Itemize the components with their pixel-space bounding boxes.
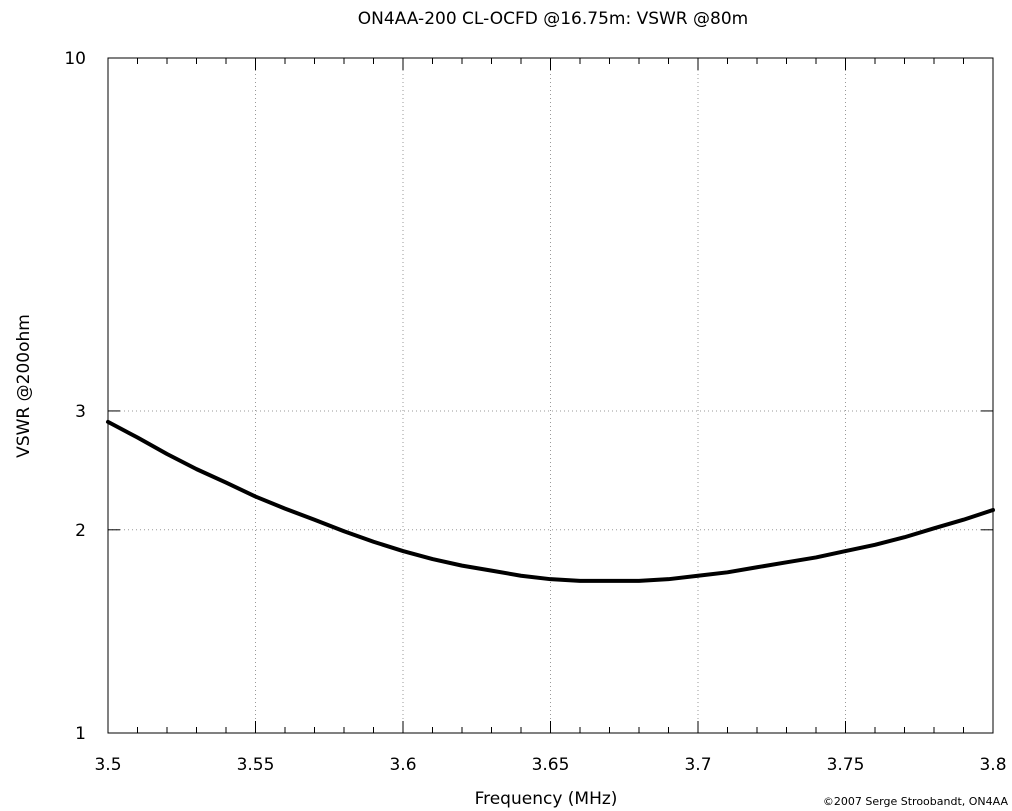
- chart-title: ON4AA-200 CL-OCFD @16.75m: VSWR @80m: [358, 9, 748, 29]
- x-tick-label: 3.65: [532, 755, 570, 775]
- x-tick-label: 3.7: [684, 755, 711, 775]
- y-tick-label: 2: [75, 521, 86, 541]
- y-tick-label: 3: [75, 402, 86, 422]
- y-tick-label: 10: [64, 49, 86, 69]
- y-tick-labels: 1 2 3 10: [64, 49, 86, 744]
- plot-frame: [107, 57, 994, 734]
- y-tick-label: 1: [75, 724, 86, 744]
- grid-lines: [108, 58, 993, 733]
- x-tick-label: 3.55: [237, 755, 275, 775]
- x-tick-label: 3.8: [979, 755, 1006, 775]
- x-tick-label: 3.6: [389, 755, 416, 775]
- tick-marks: [107, 58, 994, 733]
- x-tick-label: 3.5: [94, 755, 121, 775]
- series-line-group: [106, 419, 995, 583]
- vswr-series-line: [106, 419, 995, 583]
- x-axis-label: Frequency (MHz): [475, 789, 618, 809]
- x-tick-label: 3.75: [827, 755, 865, 775]
- copyright-note: ©2007 Serge Stroobandt, ON4AA: [823, 795, 1009, 808]
- x-tick-labels: 3.5 3.55 3.6 3.65 3.7 3.75 3.8: [94, 755, 1006, 775]
- y-axis-label: VSWR @200ohm: [14, 314, 34, 458]
